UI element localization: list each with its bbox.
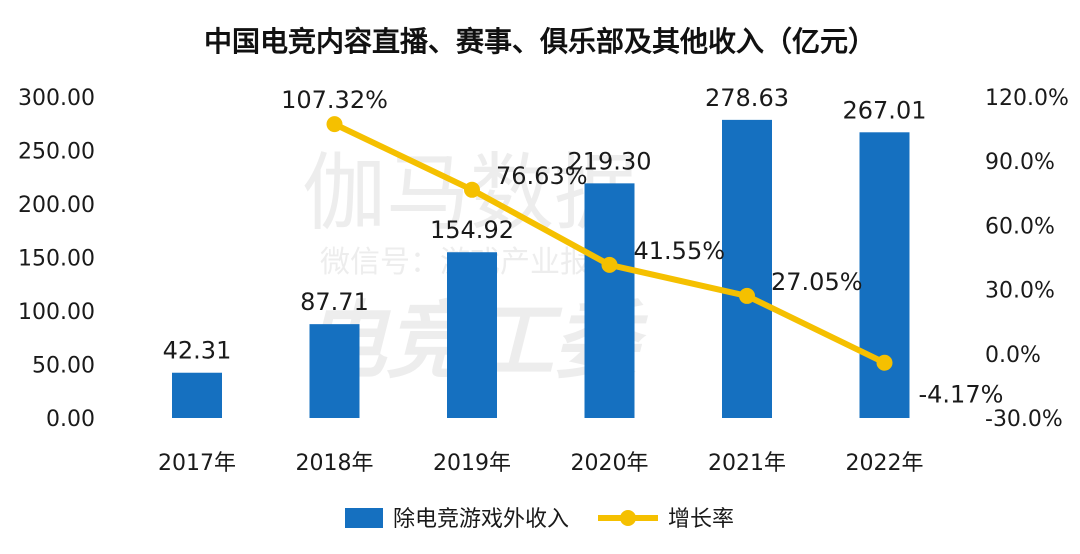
bar-value-label: 278.63 — [705, 84, 789, 112]
line-value-label: 41.55% — [634, 237, 726, 265]
bar — [722, 119, 772, 418]
legend: 除电竞游戏外收入 增长率 — [345, 507, 734, 532]
legend-label-line: 增长率 — [668, 507, 734, 532]
left-axis-tick-label: 200.00 — [18, 193, 95, 218]
left-axis-tick-label: 150.00 — [18, 247, 95, 272]
bar — [859, 132, 910, 418]
line-point — [876, 354, 893, 371]
legend-swatch-marker — [620, 510, 636, 526]
bar-value-label: 154.92 — [430, 216, 514, 244]
line-point — [739, 287, 755, 304]
x-axis-tick-label: 2019年 — [433, 451, 511, 476]
bar — [172, 372, 222, 418]
bar-value-label: 42.31 — [163, 337, 232, 365]
line-value-label: 27.05% — [771, 268, 863, 296]
bar-labels: 42.31 87.71 154.92 219.30 278.63 267.01 — [163, 84, 927, 365]
bar-value-label: 87.71 — [300, 288, 369, 316]
right-axis-tick-label: 120.0% — [985, 86, 1069, 111]
line-value-label: 107.32% — [281, 86, 388, 114]
bar — [584, 183, 635, 418]
x-axis-tick-label: 2021年 — [708, 451, 786, 476]
right-axis-tick-label: 90.0% — [985, 150, 1055, 175]
x-axis-tick-label: 2022年 — [846, 451, 924, 476]
bar — [447, 252, 497, 418]
left-axis-tick-label: 300.00 — [18, 86, 95, 111]
legend-label-bar: 除电竞游戏外收入 — [393, 507, 569, 532]
left-axis: 0.00 50.00 100.00 150.00 200.00 250.00 300.00 — [18, 86, 95, 432]
line-point — [601, 256, 618, 273]
left-axis-tick-label: 50.00 — [32, 354, 95, 379]
line-value-label: 76.63% — [496, 162, 588, 190]
right-axis-tick-label: 30.0% — [985, 279, 1055, 304]
x-axis-tick-label: 2020年 — [571, 451, 649, 476]
x-axis-tick-label: 2017年 — [158, 451, 236, 476]
bar-value-label: 219.30 — [568, 147, 652, 175]
right-axis: -30.0% 0.0% 30.0% 60.0% 90.0% 120.0% — [985, 86, 1069, 432]
left-axis-tick-label: 100.00 — [18, 300, 95, 325]
line-labels: 107.32% 76.63% 41.55% 27.05% -4.17% — [281, 86, 1003, 409]
left-axis-tick-label: 250.00 — [18, 140, 95, 165]
x-axis: 2017年 2018年 2019年 2020年 2021年 2022年 — [158, 451, 924, 476]
left-axis-tick-label: 0.00 — [46, 407, 95, 432]
x-axis-tick-label: 2018年 — [296, 451, 374, 476]
bar-value-label: 267.01 — [843, 96, 927, 124]
line-point — [464, 181, 480, 198]
line-point — [326, 116, 343, 133]
right-axis-tick-label: 0.0% — [985, 343, 1041, 368]
bar — [309, 324, 360, 418]
right-axis-tick-label: -30.0% — [985, 407, 1063, 432]
right-axis-tick-label: 60.0% — [985, 214, 1055, 239]
line-series — [326, 116, 893, 371]
legend-swatch-bar — [345, 508, 383, 528]
line-value-label: -4.17% — [919, 381, 1004, 409]
chart-title: 中国电竞内容直播、赛事、俱乐部及其他收入（亿元） — [203, 25, 876, 58]
